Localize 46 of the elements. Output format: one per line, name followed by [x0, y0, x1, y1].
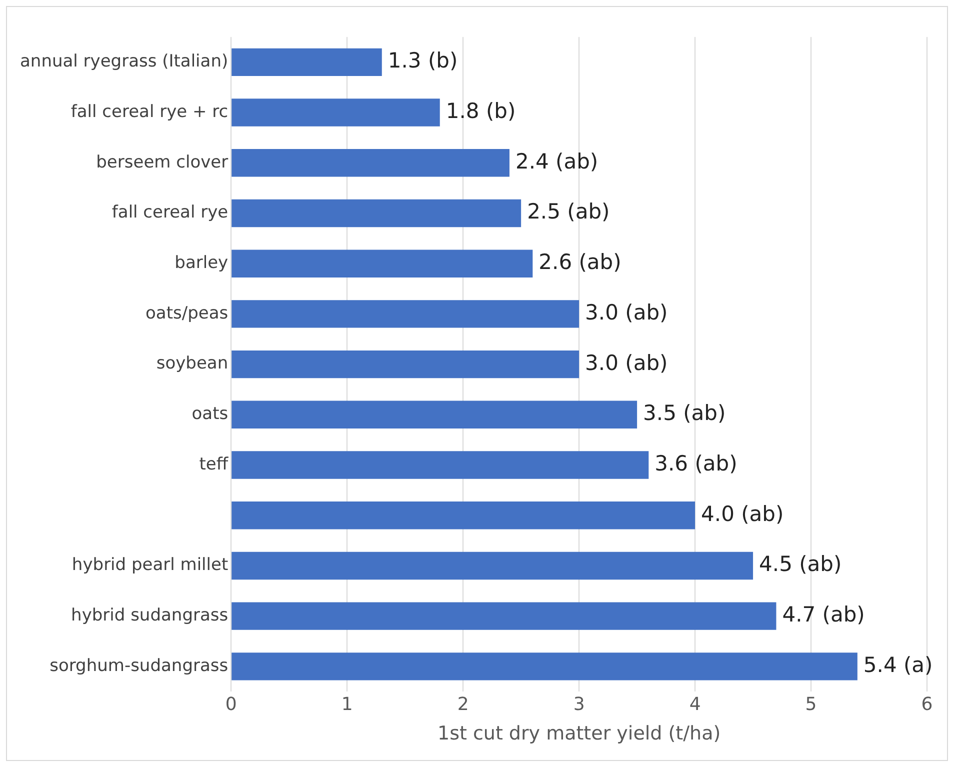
x-tick-label: 4	[689, 694, 701, 716]
data-label: 3.6 (ab)	[654, 451, 738, 476]
bar	[232, 300, 580, 328]
bar	[232, 149, 510, 177]
y-tick-label: oats/peas	[146, 303, 228, 324]
data-label: 3.0 (ab)	[585, 350, 668, 375]
x-tick-label: 5	[805, 694, 817, 716]
y-tick-label: hybrid pearl millet	[72, 555, 228, 576]
bar	[232, 350, 580, 378]
y-tick-label: sorghum-sudangrass	[50, 656, 228, 676]
bar	[232, 602, 776, 630]
data-label: 2.4 (ab)	[515, 149, 598, 174]
y-tick-label: teff	[199, 454, 230, 474]
x-tick-label: 6	[921, 694, 933, 716]
y-tick-label: fall cereal rye + rc	[70, 102, 228, 122]
bar	[232, 400, 638, 428]
data-label: 2.5 (ab)	[527, 200, 610, 224]
bar	[232, 552, 754, 580]
data-label: 1.8 (b)	[446, 98, 516, 123]
y-tick-label: annual ryegrass (Italian)	[20, 52, 228, 72]
data-label: 2.6 (ab)	[538, 250, 622, 274]
data-label: 3.0 (ab)	[585, 300, 668, 324]
data-label: 3.5 (ab)	[643, 401, 726, 426]
x-tick-label: 3	[573, 694, 585, 716]
bar	[232, 250, 533, 278]
bar	[232, 98, 440, 126]
data-label: 5.4 (a)	[863, 652, 933, 677]
y-tick-label: barley	[174, 253, 228, 274]
data-label: 4.7 (ab)	[782, 602, 865, 627]
bar	[232, 502, 696, 530]
x-tick-label: 2	[457, 694, 469, 716]
bar	[232, 199, 522, 228]
y-tick-label: oats	[192, 404, 228, 424]
bar	[232, 48, 382, 76]
y-tick-label: soybean	[156, 354, 228, 374]
data-label: 1.3 (b)	[388, 48, 458, 73]
y-tick-label: hybrid sudangrass	[71, 605, 228, 626]
y-tick-label: berseem clover	[96, 152, 228, 172]
x-tick-label: 0	[225, 694, 237, 716]
y-tick-label: fall cereal rye	[112, 202, 228, 223]
bar	[232, 451, 649, 479]
bar	[232, 652, 858, 680]
x-axis-title: 1st cut dry matter yield (t/ha)	[437, 722, 721, 745]
data-label: 4.0 (ab)	[701, 502, 784, 526]
x-tick-label: 1	[341, 694, 353, 716]
data-label: 4.5 (ab)	[759, 552, 842, 576]
